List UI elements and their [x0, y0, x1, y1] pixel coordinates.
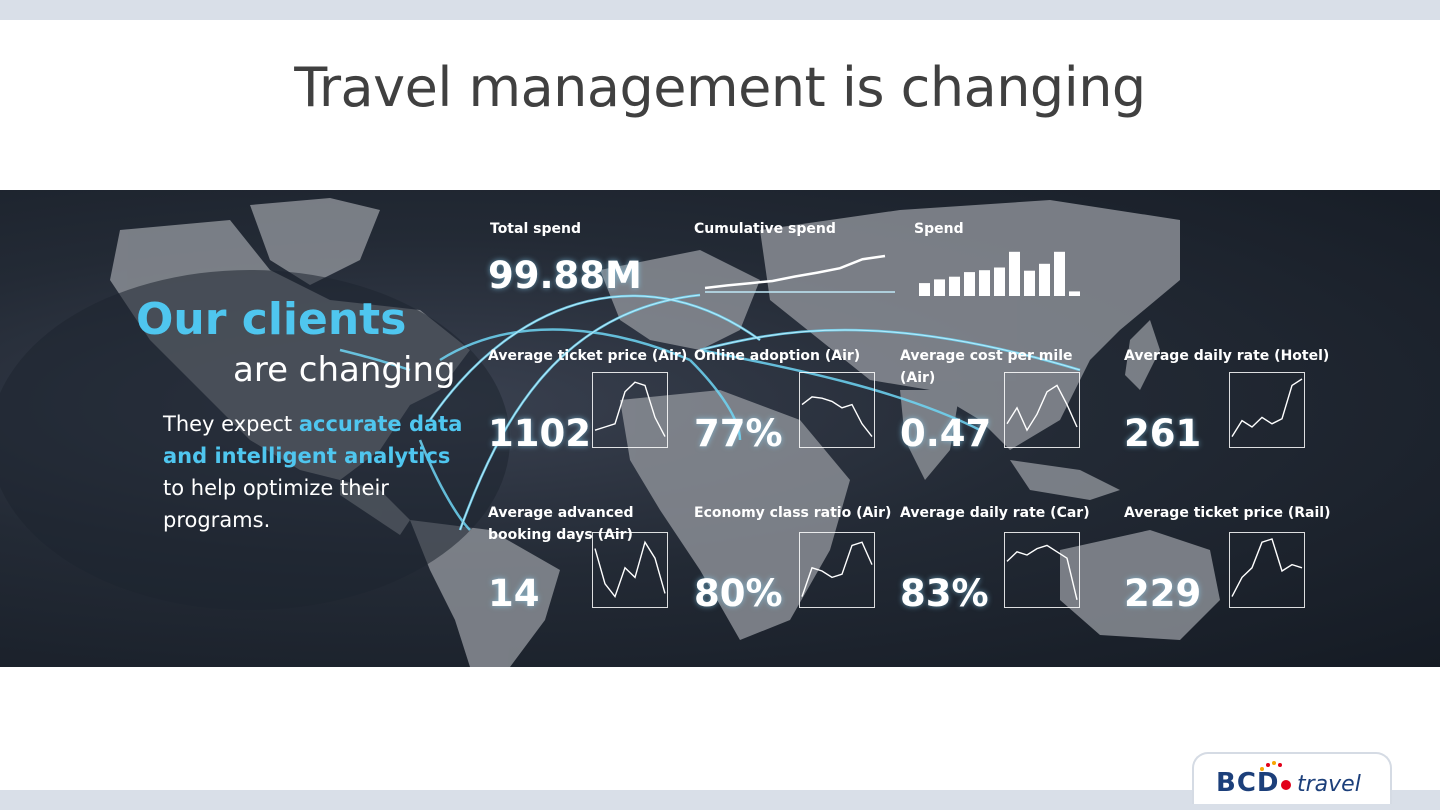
metric-label: Economy class ratio (Air) [694, 505, 892, 521]
cumulative-spend-chart [704, 254, 895, 293]
metric-value: 261 [1124, 412, 1202, 455]
metric-value: 83% [900, 572, 989, 615]
sparkline-path [801, 541, 873, 597]
metric-label: Online adoption (Air) [694, 348, 861, 364]
dashboard-banner: Our clients are changing They expect acc… [0, 190, 1440, 667]
metric-label: Average cost per mile (Air) [900, 348, 1073, 386]
headline-are-changing: are changing [233, 350, 456, 390]
slide-title: Travel management is changing [294, 56, 1146, 119]
metric-sparkline [1004, 372, 1080, 448]
sparkline-path [801, 396, 873, 438]
metric-value: 77% [694, 412, 783, 455]
cumulative-line [704, 254, 886, 290]
spend-label: Spend [914, 221, 964, 237]
metric-label: Average ticket price (Air) [488, 348, 688, 364]
spend-bar-chart [919, 251, 1080, 296]
metric-label: Average ticket price (Rail) [1124, 505, 1331, 521]
cumulative-spend-label: Cumulative spend [694, 221, 836, 237]
metric-value: 1102 [488, 412, 591, 455]
total-spend-value: 99.88M [488, 254, 642, 297]
metric-label: Average advanced booking days (Air) [488, 505, 634, 543]
bcd-travel-logo: BCD travel [1192, 752, 1392, 804]
metric-sparkline [1229, 372, 1305, 448]
metric-sparkline [1004, 532, 1080, 608]
top-accent-bar [0, 0, 1440, 20]
metric-sparkline [1229, 532, 1305, 608]
bottom-accent-bar [0, 790, 1440, 810]
logo-travel-text: travel [1297, 772, 1361, 797]
spend-bar [964, 272, 975, 296]
sparkline-path [1231, 378, 1303, 437]
subtext-part-2: to help optimize their programs. [163, 476, 389, 532]
sparkline-path [1006, 544, 1078, 600]
logo-spark-icon [1260, 761, 1282, 771]
logo-bcd-text: BCD [1216, 768, 1280, 798]
sparkline-path [594, 540, 666, 599]
metric-value: 80% [694, 572, 783, 615]
metric-sparkline [592, 532, 668, 608]
spend-bar [1009, 251, 1020, 296]
metric-sparkline [799, 532, 875, 608]
spend-bar [919, 283, 930, 296]
spend-bar [949, 276, 960, 296]
headline-our-clients: Our clients [136, 294, 407, 345]
logo-red-dot [1281, 780, 1291, 790]
sparkline-path [1231, 538, 1303, 597]
spend-bar [979, 270, 990, 296]
spend-bar [1069, 291, 1080, 296]
metric-label: Average daily rate (Car) [900, 505, 1090, 521]
metric-sparkline [799, 372, 875, 448]
spend-bar [994, 267, 1005, 296]
metric-sparkline [592, 372, 668, 448]
metric-value: 229 [1124, 572, 1202, 615]
metric-value: 0.47 [900, 412, 992, 455]
sparkline-path [1006, 384, 1078, 432]
subtext-part-1: They expect [163, 412, 299, 436]
spend-bar [934, 279, 945, 296]
hero-subtext: They expect accurate data and intelligen… [163, 408, 463, 536]
world-map-graphic [0, 198, 1220, 667]
spend-bar [1039, 263, 1050, 296]
spend-bar [1054, 251, 1065, 296]
spend-bar [1024, 270, 1035, 296]
metric-label: Average daily rate (Hotel) [1124, 348, 1330, 364]
subtext-highlight: accurate data and intelligent analytics [163, 412, 463, 468]
metric-value: 14 [488, 572, 540, 615]
sparkline-path [594, 381, 666, 437]
total-spend-label: Total spend [490, 221, 581, 237]
